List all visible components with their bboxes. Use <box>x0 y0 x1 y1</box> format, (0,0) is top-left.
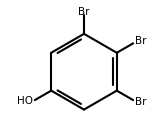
Text: Br: Br <box>135 97 146 107</box>
Text: HO: HO <box>17 96 33 106</box>
Text: Br: Br <box>78 6 90 17</box>
Text: Br: Br <box>135 36 146 46</box>
